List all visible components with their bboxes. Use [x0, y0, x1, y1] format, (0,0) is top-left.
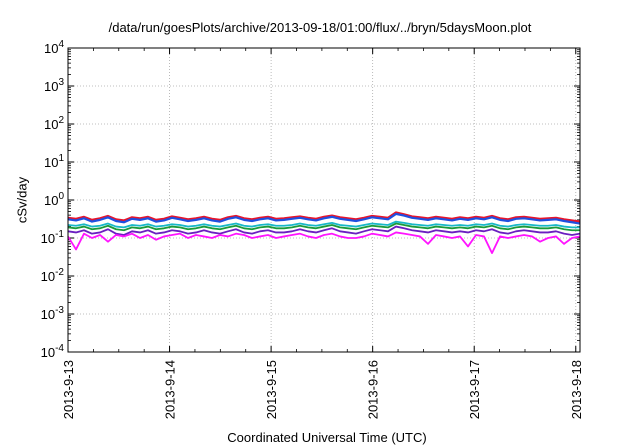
series-line	[67, 211, 581, 223]
y-tick-label: 102	[44, 115, 64, 132]
series-line	[67, 220, 580, 229]
x-tick-label: 2013-9-13	[61, 360, 76, 419]
x-tick-label: 2013-9-14	[163, 360, 178, 419]
x-axis-label: Coordinated Universal Time (UTC)	[227, 430, 427, 445]
x-tick-label: 2013-9-18	[569, 360, 584, 419]
y-tick-label: 10-3	[41, 305, 65, 322]
y-tick-label: 10-4	[41, 343, 65, 360]
x-tick-label: 2013-9-16	[366, 360, 381, 419]
y-tick-label: 104	[44, 39, 64, 56]
chart-title: /data/run/goesPlots/archive/2013-09-18/0…	[108, 20, 532, 35]
y-tick-label: 100	[44, 191, 64, 208]
series-line	[67, 222, 580, 232]
y-tick-label: 10-2	[41, 267, 65, 284]
y-tick-label: 101	[44, 153, 64, 170]
series-line	[67, 231, 581, 255]
x-tick-label: 2013-9-17	[467, 360, 482, 419]
series-line	[67, 212, 581, 225]
plot-frame	[67, 47, 581, 353]
x-tick-label: 2013-9-15	[264, 360, 279, 419]
series-line	[67, 225, 581, 236]
y-tick-label: 10-1	[41, 229, 65, 246]
y-tick-label: 103	[44, 77, 64, 94]
